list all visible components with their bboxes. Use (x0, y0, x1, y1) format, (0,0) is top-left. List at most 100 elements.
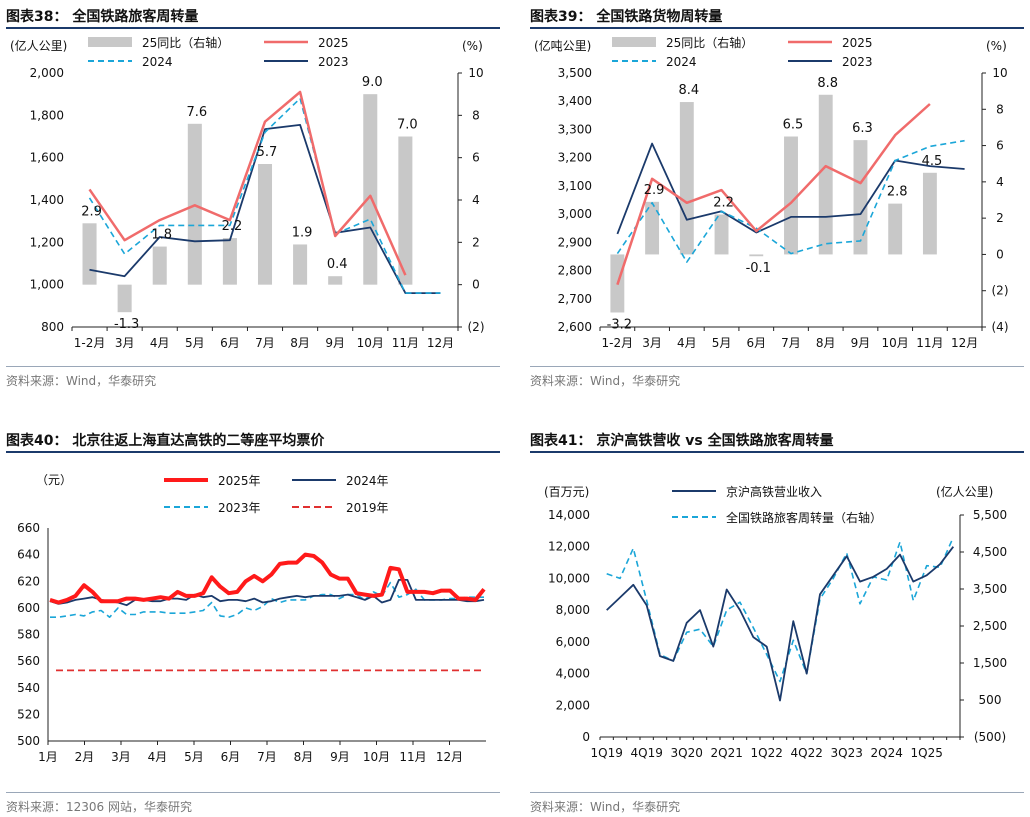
x-tick-label: 1-2月 (74, 336, 106, 350)
y2-tick-label: 2 (996, 211, 1004, 225)
y-tick-label: 1,200 (30, 235, 64, 249)
x-tick-label: 5月 (712, 336, 732, 350)
x-tick-label: 8月 (816, 336, 836, 350)
yoy-bar (222, 238, 237, 285)
y-tick-label: 2,000 (556, 698, 590, 712)
yoy-bar (152, 246, 167, 285)
right-axis-unit: (%) (986, 39, 1007, 53)
x-tick-label: 4月 (677, 336, 697, 350)
y-tick-label: 2,900 (558, 235, 592, 249)
y-tick-label: 600 (17, 601, 40, 615)
legend-2025-label: 2025 (318, 36, 349, 50)
y-tick-label: 3,500 (558, 66, 592, 80)
y2-tick-label: 8 (996, 102, 1004, 116)
yoy-bar-label: -0.1 (746, 261, 771, 276)
series-line-2025 (88, 90, 407, 276)
y-tick-label: 2,600 (558, 320, 592, 334)
legend-yoy-swatch (612, 37, 656, 47)
y2-tick-label: 0 (472, 278, 480, 292)
yoy-bar (853, 140, 868, 255)
chart-41-source: 资料来源：Wind，华泰研究 (530, 800, 681, 814)
y-tick-label: 1,400 (30, 193, 64, 207)
y-tick-label: 8,000 (556, 603, 590, 617)
y-tick-label: 4,000 (556, 667, 590, 681)
x-tick-label: 4Q22 (790, 746, 822, 760)
yoy-bar-label: 8.8 (817, 76, 838, 91)
y-tick-label: 0 (582, 730, 590, 744)
y-tick-label: 12,000 (548, 540, 590, 554)
x-tick-label: 6月 (746, 336, 766, 350)
left-axis-unit: (亿人公里) (10, 38, 67, 53)
yoy-bar-label: -3.2 (607, 317, 632, 332)
x-tick-label: 9月 (330, 750, 350, 764)
y-tick-label: 640 (17, 548, 40, 562)
x-tick-label: 9月 (851, 336, 871, 350)
y2-tick-label: 6 (996, 139, 1004, 153)
x-tick-label: 3月 (642, 336, 662, 350)
x-tick-label: 4Q19 (630, 746, 662, 760)
chart-40-title-rule (6, 451, 500, 453)
yoy-bar-label: 8.4 (678, 83, 699, 98)
yoy-bar (749, 254, 764, 257)
x-tick-label: 5月 (184, 750, 204, 764)
legend-全国铁路旅客周转量（右轴）-label: 全国铁路旅客周转量（右轴） (726, 510, 882, 525)
y2-tick-label: 0 (996, 247, 1004, 261)
x-tick-label: 5月 (185, 336, 205, 350)
x-tick-label: 1Q25 (910, 746, 942, 760)
x-tick-label: 3Q20 (670, 746, 702, 760)
yoy-bar (888, 203, 903, 255)
x-tick-label: 11月 (399, 750, 426, 764)
y2-tick-label: 4 (472, 193, 480, 207)
yoy-bar (679, 102, 694, 255)
chart-39-title-rule (530, 27, 1024, 29)
x-tick-label: 10月 (357, 336, 384, 350)
x-tick-label: 1月 (38, 750, 58, 764)
legend-2024-label: 2024 (666, 55, 697, 69)
chart-39-title: 图表39： 全国铁路货物周转量 (530, 9, 723, 25)
yoy-bar-label: 2.9 (81, 204, 102, 219)
y-tick-label: 540 (17, 681, 40, 695)
x-tick-label: 12月 (436, 750, 463, 764)
y2-tick-label: 5,500 (973, 508, 1007, 522)
chart-38-title-rule (6, 27, 500, 29)
chart-40-source: 资料来源：12306 网站，华泰研究 (6, 800, 192, 814)
y-tick-label: 1,600 (30, 151, 64, 165)
chart-41-title: 图表41： 京沪高铁营收 vs 全国铁路旅客周转量 (530, 433, 834, 449)
y2-tick-label: 500 (979, 693, 1002, 707)
legend-2024年-label: 2024年 (346, 474, 389, 488)
y-tick-label: 6,000 (556, 635, 590, 649)
series-line-京沪高铁营业收入 (606, 546, 955, 702)
legend-yoy-label: 25同比（右轴） (666, 35, 753, 50)
legend-2024-label: 2024 (142, 55, 173, 69)
y-tick-label: 1,800 (30, 108, 64, 122)
x-tick-label: 1Q22 (750, 746, 782, 760)
legend-2023-label: 2023 (318, 55, 349, 69)
x-tick-label: 7月 (255, 336, 275, 350)
yoy-bar (818, 94, 833, 255)
yoy-bar-label: 7.0 (397, 118, 418, 133)
x-tick-label: 1-2月 (602, 336, 634, 350)
y-tick-label: 660 (17, 521, 40, 535)
y-tick-label: 2,000 (30, 66, 64, 80)
legend-2019年-label: 2019年 (346, 501, 389, 515)
yoy-bar (363, 94, 378, 285)
x-tick-label: 11月 (392, 336, 419, 350)
y2-tick-label: (2) (468, 320, 485, 334)
y2-tick-label: 2 (472, 235, 480, 249)
left-axis-unit: (百万元) (544, 485, 589, 499)
yoy-bar-label: 6.5 (783, 118, 804, 133)
x-tick-label: 10月 (882, 336, 909, 350)
left-axis-unit: （元） (36, 473, 72, 487)
legend-2023年-label: 2023年 (218, 501, 261, 515)
y2-tick-label: (2) (992, 284, 1009, 298)
x-tick-label: 11月 (916, 336, 943, 350)
chart-40-source-rule (6, 792, 500, 793)
x-tick-label: 1Q19 (590, 746, 622, 760)
x-tick-label: 3月 (111, 750, 131, 764)
chart-40-title: 图表40： 北京往返上海直达高铁的二等座平均票价 (6, 433, 325, 449)
yoy-bar-label: 2.8 (887, 185, 908, 200)
x-tick-label: 12月 (951, 336, 978, 350)
series-line-2025 (616, 103, 931, 286)
x-tick-label: 3月 (115, 336, 135, 350)
yoy-bar (922, 172, 937, 255)
